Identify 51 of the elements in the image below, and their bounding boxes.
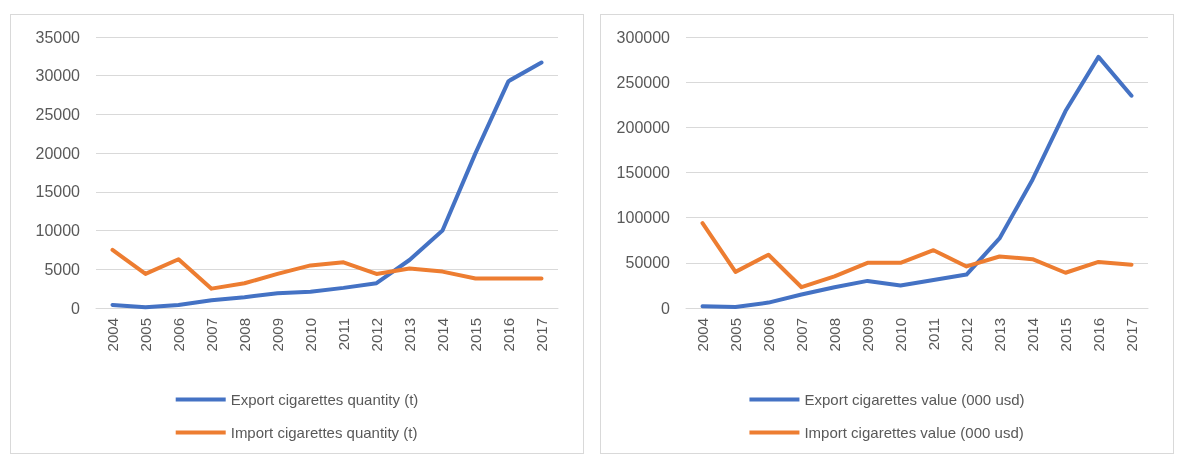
line-series (700, 221, 1134, 290)
x-tick-label: 2015 (467, 318, 484, 352)
x-tick-label: 2006 (760, 318, 777, 352)
x-tick-label: 2017 (1123, 318, 1140, 352)
x-tick-label: 2009 (859, 318, 876, 352)
x-tick-label: 2011 (335, 318, 352, 351)
x-tick-label: 2013 (401, 318, 418, 352)
x-tick-label: 2015 (1057, 318, 1074, 352)
x-tick-label: 2004 (104, 318, 121, 352)
legend-label: Export cigarettes value (000 usd) (804, 391, 1025, 408)
x-tick-label: 2007 (203, 318, 220, 352)
y-tick-label: 15000 (35, 183, 81, 201)
x-tick-label: 2009 (269, 318, 286, 352)
legend-label: Export cigarettes quantity (t) (230, 391, 419, 408)
x-tick-label: 2014 (1024, 318, 1041, 352)
x-tick-label: 2013 (991, 318, 1008, 352)
legend-label: Import cigarettes quantity (t) (230, 424, 418, 441)
x-tick-label: 2017 (533, 318, 550, 352)
y-tick-label: 0 (71, 299, 81, 317)
y-tick-label: 100000 (616, 209, 671, 227)
x-tick-label: 2010 (302, 318, 319, 352)
y-tick-label: 300000 (616, 28, 671, 46)
line-series (700, 54, 1134, 310)
x-tick-label: 2007 (793, 318, 810, 352)
x-tick-label: 2008 (236, 318, 253, 352)
line-series (110, 60, 544, 310)
y-tick-label: 10000 (35, 222, 81, 240)
x-tick-label: 2014 (434, 318, 451, 352)
y-tick-label: 5000 (44, 260, 81, 278)
x-tick-label: 2016 (500, 318, 517, 352)
x-tick-label: 2012 (368, 318, 385, 352)
x-tick-label: 2004 (694, 318, 711, 352)
x-tick-label: 2012 (958, 318, 975, 352)
x-tick-label: 2006 (170, 318, 187, 352)
x-tick-label: 2005 (137, 318, 154, 352)
y-tick-label: 0 (661, 299, 671, 317)
line-series (110, 247, 544, 291)
legend-label: Import cigarettes value (000 usd) (804, 424, 1024, 441)
x-tick-label: 2008 (826, 318, 843, 352)
y-tick-label: 200000 (616, 118, 671, 136)
y-tick-label: 250000 (616, 73, 671, 91)
y-tick-label: 30000 (35, 67, 81, 85)
x-tick-label: 2010 (892, 318, 909, 352)
y-tick-label: 150000 (616, 164, 671, 181)
x-tick-label: 2016 (1090, 318, 1107, 352)
y-tick-label: 25000 (35, 105, 81, 123)
x-tick-label: 2005 (727, 318, 744, 352)
y-tick-label: 35000 (35, 28, 81, 46)
y-tick-label: 20000 (35, 144, 81, 162)
x-tick-label: 2011 (925, 318, 942, 351)
y-tick-label: 50000 (625, 254, 671, 272)
